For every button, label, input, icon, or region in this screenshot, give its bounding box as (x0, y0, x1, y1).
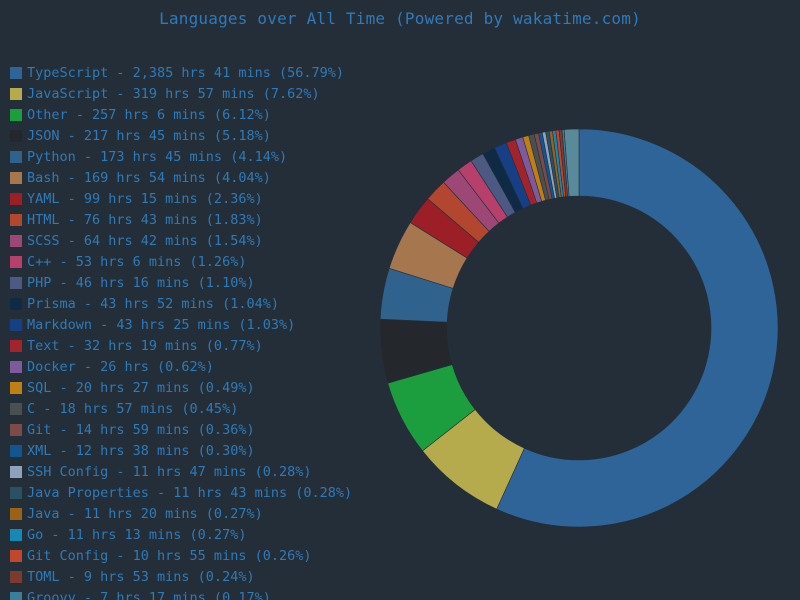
legend-item: SQL - 20 hrs 27 mins (0.49%) (10, 377, 352, 398)
legend-swatch (10, 213, 22, 226)
legend-swatch (10, 192, 22, 205)
legend-label: YAML - 99 hrs 15 mins (2.36%) (27, 190, 263, 207)
legend-item: Go - 11 hrs 13 mins (0.27%) (10, 524, 352, 545)
legend-swatch (10, 507, 22, 520)
legend-item: C - 18 hrs 57 mins (0.45%) (10, 398, 352, 419)
legend-swatch (10, 549, 22, 562)
legend-item: Prisma - 43 hrs 52 mins (1.04%) (10, 293, 352, 314)
legend-swatch (10, 360, 22, 373)
legend-swatch (10, 339, 22, 352)
legend-swatch (10, 402, 22, 415)
legend-label: Groovy - 7 hrs 17 mins (0.17%) (27, 589, 271, 600)
legend-swatch (10, 570, 22, 583)
legend-label: Text - 32 hrs 19 mins (0.77%) (27, 337, 263, 354)
legend-item: C++ - 53 hrs 6 mins (1.26%) (10, 251, 352, 272)
legend-label: Other - 257 hrs 6 mins (6.12%) (27, 106, 271, 123)
legend-item: Docker - 26 hrs (0.62%) (10, 356, 352, 377)
legend-swatch (10, 66, 22, 79)
legend-swatch (10, 87, 22, 100)
legend-item: TypeScript - 2,385 hrs 41 mins (56.79%) (10, 62, 352, 83)
legend-label: Markdown - 43 hrs 25 mins (1.03%) (27, 316, 296, 333)
pie-slice-typescript (496, 128, 779, 528)
legend-label: Git - 14 hrs 59 mins (0.36%) (27, 421, 255, 438)
legend-swatch (10, 486, 22, 499)
chart-title: Languages over All Time (Powered by waka… (159, 9, 641, 28)
pie-slice-remainder (563, 128, 580, 197)
legend-label: HTML - 76 hrs 43 mins (1.83%) (27, 211, 263, 228)
legend-item: YAML - 99 hrs 15 mins (2.36%) (10, 188, 352, 209)
legend-item: Markdown - 43 hrs 25 mins (1.03%) (10, 314, 352, 335)
legend-swatch (10, 234, 22, 247)
legend-label: Prisma - 43 hrs 52 mins (1.04%) (27, 295, 279, 312)
legend-swatch (10, 423, 22, 436)
legend-label: SCSS - 64 hrs 42 mins (1.54%) (27, 232, 263, 249)
legend-item: PHP - 46 hrs 16 mins (1.10%) (10, 272, 352, 293)
legend-label: TOML - 9 hrs 53 mins (0.24%) (27, 568, 255, 585)
legend-item: Python - 173 hrs 45 mins (4.14%) (10, 146, 352, 167)
legend-label: SSH Config - 11 hrs 47 mins (0.28%) (27, 463, 312, 480)
legend-item: JavaScript - 319 hrs 57 mins (7.62%) (10, 83, 352, 104)
legend-swatch (10, 129, 22, 142)
legend-item: HTML - 76 hrs 43 mins (1.83%) (10, 209, 352, 230)
legend-label: XML - 12 hrs 38 mins (0.30%) (27, 442, 255, 459)
legend-item: TOML - 9 hrs 53 mins (0.24%) (10, 566, 352, 587)
legend-item: SCSS - 64 hrs 42 mins (1.54%) (10, 230, 352, 251)
legend-label: Bash - 169 hrs 54 mins (4.04%) (27, 169, 271, 186)
legend-swatch (10, 108, 22, 121)
legend-swatch (10, 528, 22, 541)
legend-swatch (10, 591, 22, 600)
legend-item: Bash - 169 hrs 54 mins (4.04%) (10, 167, 352, 188)
legend-label: Git Config - 10 hrs 55 mins (0.26%) (27, 547, 312, 564)
legend-label: Docker - 26 hrs (0.62%) (27, 358, 214, 375)
legend-item: Git Config - 10 hrs 55 mins (0.26%) (10, 545, 352, 566)
legend-swatch (10, 150, 22, 163)
legend-label: TypeScript - 2,385 hrs 41 mins (56.79%) (27, 64, 344, 81)
legend-label: Python - 173 hrs 45 mins (4.14%) (27, 148, 288, 165)
legend-item: Text - 32 hrs 19 mins (0.77%) (10, 335, 352, 356)
legend-item: Groovy - 7 hrs 17 mins (0.17%) (10, 587, 352, 600)
legend-swatch (10, 276, 22, 289)
legend-label: C++ - 53 hrs 6 mins (1.26%) (27, 253, 247, 270)
legend-label: Go - 11 hrs 13 mins (0.27%) (27, 526, 247, 543)
legend-item: Java Properties - 11 hrs 43 mins (0.28%) (10, 482, 352, 503)
legend-label: Java Properties - 11 hrs 43 mins (0.28%) (27, 484, 353, 501)
legend-label: PHP - 46 hrs 16 mins (1.10%) (27, 274, 255, 291)
legend-label: Java - 11 hrs 20 mins (0.27%) (27, 505, 263, 522)
legend-item: Java - 11 hrs 20 mins (0.27%) (10, 503, 352, 524)
legend-swatch (10, 465, 22, 478)
legend-swatch (10, 255, 22, 268)
legend-label: JSON - 217 hrs 45 mins (5.18%) (27, 127, 271, 144)
legend-swatch (10, 444, 22, 457)
legend-label: SQL - 20 hrs 27 mins (0.49%) (27, 379, 255, 396)
legend-item: SSH Config - 11 hrs 47 mins (0.28%) (10, 461, 352, 482)
legend-swatch (10, 171, 22, 184)
legend-swatch (10, 318, 22, 331)
legend: TypeScript - 2,385 hrs 41 mins (56.79%) J… (10, 62, 352, 600)
legend-item: Git - 14 hrs 59 mins (0.36%) (10, 419, 352, 440)
legend-label: C - 18 hrs 57 mins (0.45%) (27, 400, 239, 417)
legend-item: Other - 257 hrs 6 mins (6.12%) (10, 104, 352, 125)
legend-swatch (10, 297, 22, 310)
legend-label: JavaScript - 319 hrs 57 mins (7.62%) (27, 85, 320, 102)
legend-swatch (10, 381, 22, 394)
legend-item: XML - 12 hrs 38 mins (0.30%) (10, 440, 352, 461)
legend-item: JSON - 217 hrs 45 mins (5.18%) (10, 125, 352, 146)
